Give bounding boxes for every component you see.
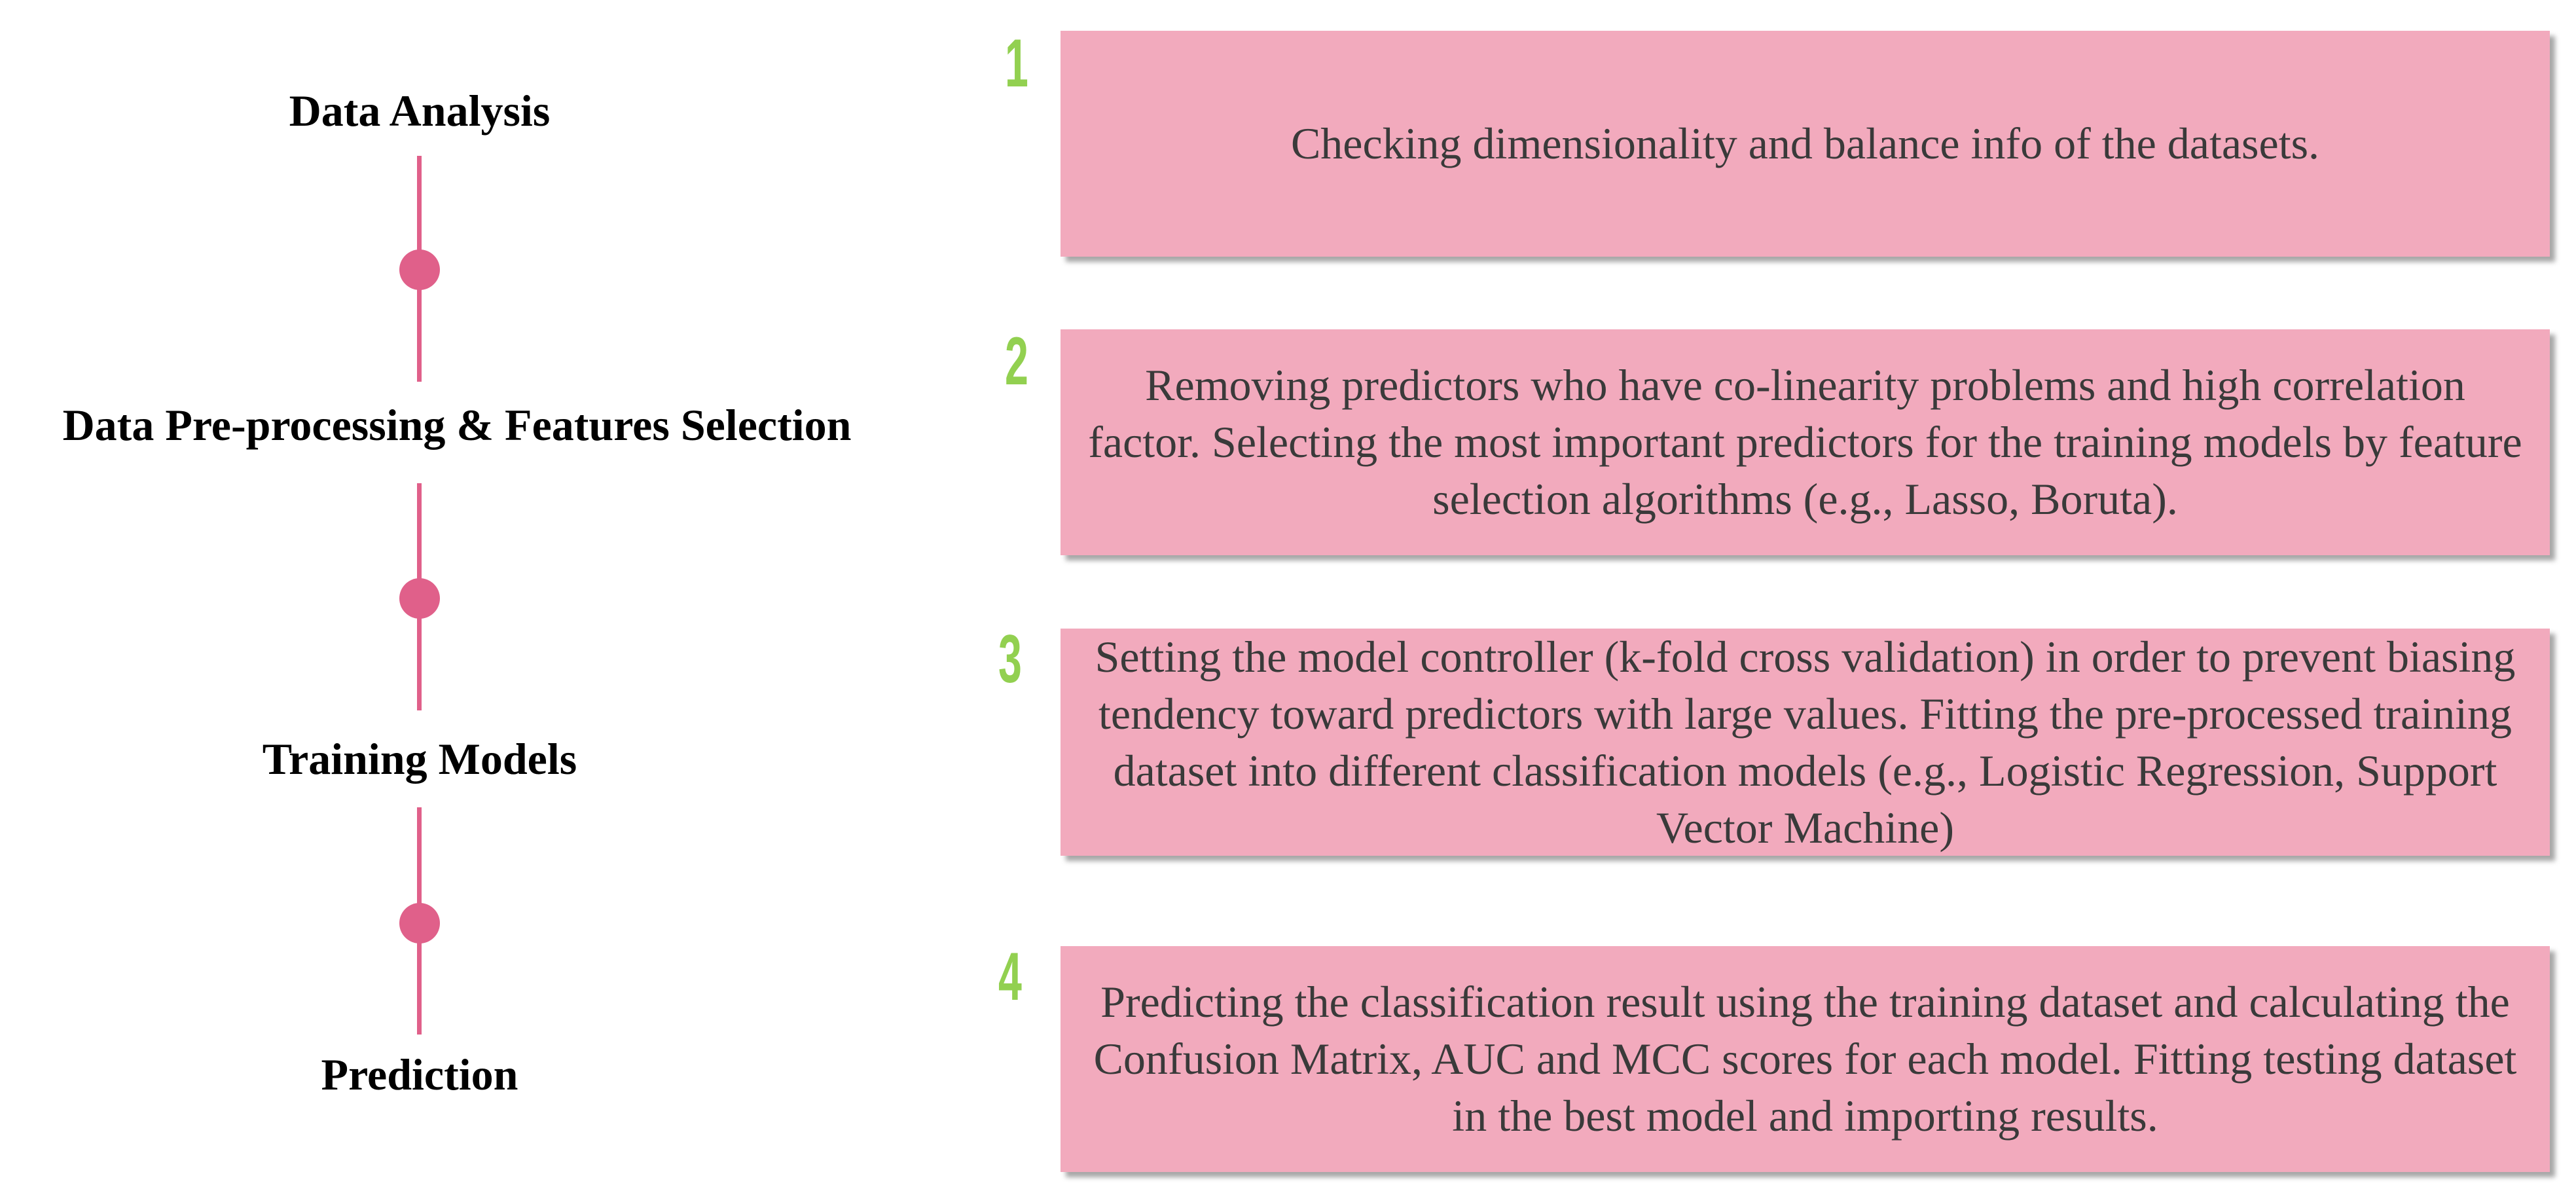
step-number-4: 4	[998, 939, 1022, 1015]
step-text-4: Predicting the classification result usi…	[1093, 977, 2517, 1141]
step-box-2: Removing predictors who have co-linearit…	[1061, 329, 2550, 555]
step-text-3: Setting the model controller (k-fold cro…	[1095, 631, 2516, 852]
timeline-dot	[399, 903, 440, 944]
stage-label-training-models: Training Models	[262, 734, 577, 784]
stage-label-data-analysis: Data Analysis	[289, 86, 551, 136]
step-number-2: 2	[1005, 323, 1028, 399]
step-box-4: Predicting the classification result usi…	[1061, 946, 2550, 1172]
stage-label-prediction: Prediction	[321, 1050, 518, 1099]
step-number-3: 3	[998, 621, 1022, 697]
step-box-1: Checking dimensionality and balance info…	[1061, 31, 2550, 257]
step-text-2: Removing predictors who have co-linearit…	[1088, 360, 2522, 524]
step-text-1: Checking dimensionality and balance info…	[1290, 119, 2320, 168]
stage-label-preprocessing: Data Pre-processing & Features Selection	[62, 400, 852, 450]
timeline-dot	[399, 249, 440, 290]
step-number-1: 1	[1005, 26, 1028, 101]
timeline-dot	[399, 578, 440, 619]
step-box-3: Setting the model controller (k-fold cro…	[1061, 629, 2550, 856]
